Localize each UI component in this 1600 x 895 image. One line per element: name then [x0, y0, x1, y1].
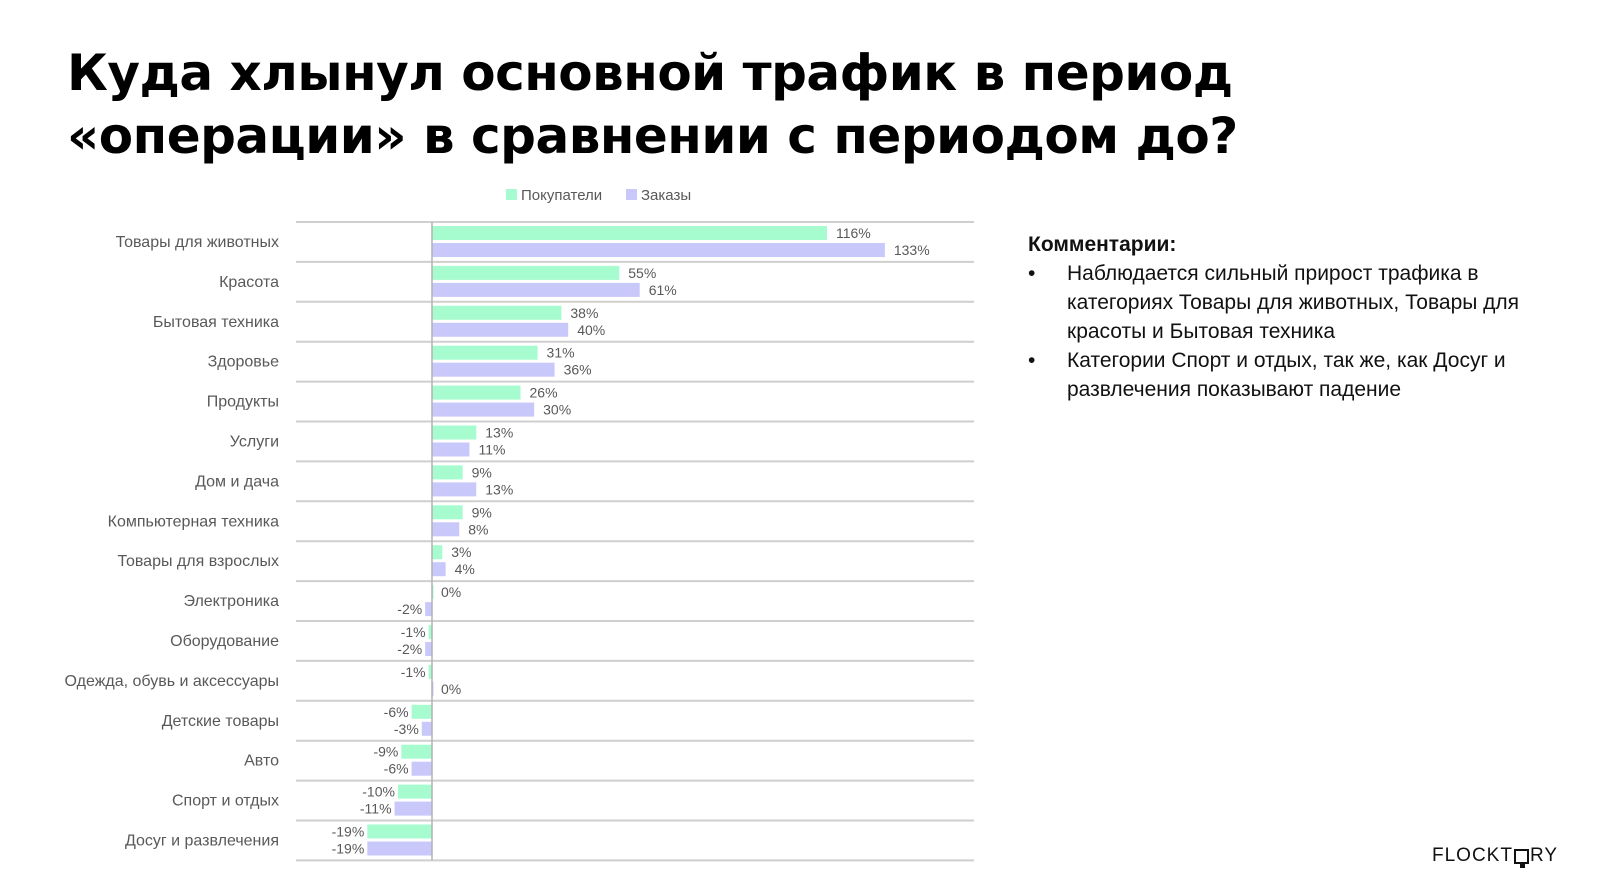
data-label: 38%: [570, 305, 598, 321]
bar: [432, 305, 562, 320]
legend-swatch: [506, 189, 517, 200]
data-label: 4%: [455, 561, 475, 577]
bar: [432, 345, 538, 360]
bar: [432, 545, 443, 560]
data-label: 30%: [543, 402, 571, 418]
comments-title: Комментарии:: [1028, 233, 1177, 256]
comment-item: Категории Спорт и отдых, так же, как Дос…: [1028, 346, 1568, 404]
flocktory-logo: FLOCKT RY: [1432, 843, 1558, 869]
data-label: 31%: [547, 345, 575, 361]
data-label: 26%: [530, 385, 558, 401]
bar: [421, 721, 432, 736]
comments-list: Наблюдается сильный прирост трафика в ка…: [1028, 259, 1568, 404]
bar: [401, 744, 432, 759]
data-label: -6%: [384, 761, 409, 777]
logo-text-left: FLOCKT: [1432, 845, 1513, 866]
category-label: Электроника: [183, 593, 279, 610]
data-label: 133%: [894, 242, 930, 258]
bar: [428, 664, 432, 679]
bar-chart: Покупатели Заказы Товары для животных 116% 1…: [65, 187, 974, 862]
data-label: -19%: [332, 841, 365, 857]
bar: [432, 465, 463, 480]
data-label: -3%: [394, 721, 419, 737]
data-label: -19%: [332, 824, 365, 840]
data-label: -6%: [384, 704, 409, 720]
category-label: Товары для животных: [116, 234, 279, 251]
bar: [432, 522, 460, 537]
data-label: 13%: [485, 425, 513, 441]
data-label: -10%: [362, 784, 395, 800]
comments-panel: Комментарии: Наблюдается сильный прирост…: [1028, 230, 1568, 404]
data-label: -2%: [397, 641, 422, 657]
category-label: Товары для взрослых: [117, 553, 279, 570]
category-label: Компьютерная техника: [108, 513, 279, 530]
page-title-line-2: «операции» в сравнении с периодом до?: [67, 107, 1238, 165]
bar: [411, 761, 432, 776]
bar: [432, 282, 640, 297]
data-label: -11%: [360, 801, 392, 817]
bar: [432, 425, 477, 440]
data-label: -1%: [401, 664, 426, 680]
bar: [432, 362, 555, 377]
bar: [367, 824, 432, 839]
category-label: Детские товары: [162, 713, 279, 730]
page-title-line-1: Куда хлынул основной трафик в период: [67, 44, 1233, 102]
data-label: 8%: [468, 521, 488, 537]
legend-label: Покупатели: [521, 187, 602, 204]
data-label: 116%: [836, 225, 871, 241]
data-label: 36%: [564, 362, 592, 378]
bar: [397, 784, 432, 799]
bar: [432, 322, 569, 337]
comment-item: Наблюдается сильный прирост трафика в ка…: [1028, 259, 1568, 346]
bar: [432, 226, 827, 240]
data-label: 9%: [472, 464, 492, 480]
data-label: -2%: [397, 601, 422, 617]
data-label: 9%: [472, 504, 492, 520]
bar: [432, 562, 446, 577]
data-label: 13%: [485, 481, 513, 497]
bar: [432, 402, 535, 417]
data-label: -9%: [373, 744, 398, 760]
data-label: 11%: [478, 442, 505, 458]
bar: [432, 442, 470, 457]
bar: [432, 243, 885, 257]
bar: [425, 602, 432, 617]
bar: [432, 482, 477, 497]
data-label: -1%: [401, 624, 426, 640]
category-label: Авто: [244, 753, 279, 770]
legend-label: Заказы: [641, 187, 691, 204]
logo-text-right: RY: [1529, 845, 1559, 866]
legend-swatch: [626, 189, 637, 200]
category-label: Оборудование: [170, 633, 279, 650]
bar: [394, 801, 432, 816]
data-label: 0%: [441, 681, 461, 697]
bar: [411, 704, 432, 719]
logo-box-icon: [1513, 848, 1529, 868]
category-label: Продукты: [207, 394, 279, 411]
category-label: Одежда, обувь и аксессуары: [65, 673, 279, 690]
category-label: Дом и дача: [195, 473, 279, 490]
bar: [432, 265, 620, 280]
bar: [425, 642, 432, 656]
page-title: Куда хлынул основной трафик в период «оп…: [67, 42, 1367, 168]
bar: [432, 385, 521, 400]
category-label: Бытовая техника: [153, 314, 279, 331]
bar: [428, 625, 432, 639]
bar: [432, 505, 463, 520]
data-label: 3%: [451, 544, 471, 560]
category-label: Красота: [219, 274, 279, 291]
data-label: 40%: [577, 322, 605, 338]
data-label: 61%: [649, 282, 677, 298]
category-label: Досуг и развлечения: [125, 833, 279, 850]
category-label: Услуги: [230, 434, 279, 451]
data-label: 55%: [628, 265, 656, 281]
data-label: 0%: [441, 584, 461, 600]
category-label: Здоровье: [208, 354, 280, 371]
bar: [367, 841, 432, 856]
category-label: Спорт и отдых: [172, 793, 279, 810]
